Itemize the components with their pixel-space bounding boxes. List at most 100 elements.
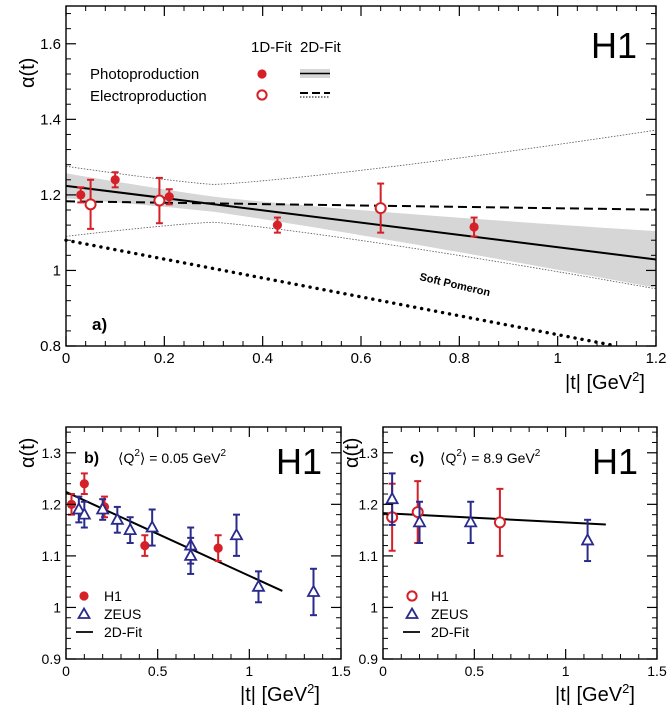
panel-a-label: a) bbox=[92, 315, 107, 334]
panel-b-title-prefix: ⟨Q bbox=[118, 450, 134, 466]
panel-b-experiment: H1 bbox=[276, 441, 322, 482]
h1-point bbox=[153, 194, 166, 207]
zeus-point bbox=[77, 506, 92, 520]
panel-c-experiment: H1 bbox=[592, 441, 638, 482]
panel-c-xlabel-base: |t| [GeV bbox=[555, 684, 623, 706]
panel-b-xlabel-close: ] bbox=[314, 684, 320, 706]
zeus-point bbox=[123, 522, 138, 536]
fit-uncertainty-band bbox=[66, 173, 656, 288]
panel-b-xlabel-exp: 2 bbox=[307, 681, 314, 696]
panel-a: 0 0.2 0.4 0.6 0.8 1 1.2 0.8 1 1.2 1.4 1.6 H1 a) 1D-… bbox=[17, 5, 666, 394]
legend-photoproduction-label: Photoproduction bbox=[90, 66, 199, 83]
zeus-point bbox=[229, 527, 244, 541]
x-tick-label: 0.5 bbox=[465, 663, 485, 679]
panel-b-title: ⟨Q2⟩ = 0.05 GeV2 bbox=[118, 448, 227, 466]
panel-c-legend-zeus-marker bbox=[404, 606, 420, 619]
panel-b-title-suffix: ⟩ = 0.05 GeV bbox=[140, 450, 221, 466]
y-tick-label: 1.1 bbox=[42, 548, 62, 564]
y-tick-label: 0.9 bbox=[359, 651, 379, 667]
x-tick-label: 0.5 bbox=[148, 663, 168, 679]
panel-b-lines bbox=[65, 491, 283, 592]
h1-point bbox=[140, 540, 150, 551]
y-tick-label: 0.9 bbox=[42, 651, 62, 667]
zeus-point bbox=[463, 514, 478, 528]
legend-electroproduction-marker bbox=[256, 89, 268, 101]
panel-c-legend-zeus-label: ZEUS bbox=[431, 606, 468, 622]
panel-a-band bbox=[65, 129, 657, 290]
zeus-point bbox=[251, 578, 266, 592]
panel-b-legend-h1-marker bbox=[79, 591, 89, 601]
h1-point bbox=[493, 516, 506, 529]
zeus-point bbox=[183, 548, 198, 561]
zeus-point bbox=[95, 501, 110, 515]
panel-b-xlabel-base: |t| [GeV bbox=[240, 684, 308, 706]
panel-a-xlabel-base: |t| [GeV bbox=[565, 372, 633, 394]
panel-b-title-unit-exp: 2 bbox=[221, 448, 227, 459]
panel-c-title-suffix: ⟩ = 8.9 GeV bbox=[462, 450, 535, 466]
panel-a-experiment: H1 bbox=[591, 25, 637, 66]
panel-c-title: ⟨Q2⟩ = 8.9 GeV2 bbox=[440, 448, 541, 466]
legend-header-2d: 2D-Fit bbox=[300, 39, 342, 56]
panel-c-xlabel-exp: 2 bbox=[622, 681, 629, 696]
y-tick-label: 1.3 bbox=[359, 445, 379, 461]
y-tick-label: 1.2 bbox=[359, 496, 379, 512]
x-tick-label: 1.5 bbox=[331, 663, 351, 679]
zeus-point bbox=[71, 501, 86, 515]
x-tick-label: 0.4 bbox=[252, 350, 273, 367]
x-tick-label: 1 bbox=[245, 663, 253, 679]
zeus-point bbox=[580, 532, 595, 546]
y-tick-label: 1.1 bbox=[359, 548, 379, 564]
panel-c-ylabel: α(t) bbox=[341, 438, 363, 468]
x-tick-label: 0.8 bbox=[449, 350, 470, 367]
y-tick-label: 1.6 bbox=[40, 36, 61, 53]
panel-c-title-exp: 2 bbox=[456, 448, 462, 459]
panel-b: 0 0.5 1 1.50.911.11.21.3 H1 b) ⟨Q2⟩ = 0.05 … bbox=[17, 426, 351, 706]
h1-point bbox=[272, 220, 283, 230]
panel-b-legend-fit-label: 2D-Fit bbox=[104, 624, 142, 640]
panel-a-ylabel: α(t) bbox=[17, 58, 39, 88]
zeus-point bbox=[145, 519, 160, 533]
panel-a-ticks: 0 0.2 0.4 0.6 0.8 1 1.2 0.8 1 1.2 1.4 1.6 bbox=[40, 6, 666, 367]
y-tick-label: 1.3 bbox=[42, 445, 62, 461]
panel-c-label: c) bbox=[410, 450, 424, 467]
panel-b-xlabel: |t| [GeV2] bbox=[240, 681, 320, 706]
panel-b-legend-h1-label: H1 bbox=[104, 588, 122, 604]
h1-point bbox=[84, 198, 97, 211]
panel-b-frame bbox=[65, 426, 342, 660]
zeus-point bbox=[412, 514, 427, 528]
panel-c-ticks: 0 0.5 1 1.5 0.9 1 1.1 1.2 1.3 bbox=[359, 427, 667, 679]
h1-point bbox=[411, 506, 424, 519]
panel-c-points bbox=[385, 472, 595, 563]
h1-point bbox=[76, 190, 86, 200]
h1-point bbox=[110, 175, 120, 185]
panel-a-points bbox=[76, 171, 479, 238]
x-tick-label: 0.2 bbox=[154, 350, 175, 367]
x-tick-label: 1.5 bbox=[647, 663, 667, 679]
panel-b-label: b) bbox=[84, 450, 99, 467]
electro-envelope-lower bbox=[65, 221, 657, 290]
x-tick-label: 0.6 bbox=[351, 350, 372, 367]
panel-c-legend-h1-marker bbox=[406, 590, 418, 602]
y-tick-label: 1 bbox=[370, 599, 378, 615]
h1-point bbox=[213, 543, 223, 553]
panel-c-title-unit-exp: 2 bbox=[535, 448, 541, 459]
panel-b-points bbox=[66, 472, 321, 617]
electro-envelope-upper bbox=[65, 129, 657, 185]
panel-c-title-prefix: ⟨Q bbox=[440, 450, 456, 466]
panel-a-xlabel-exp: 2 bbox=[632, 369, 639, 384]
panel-a-frame bbox=[65, 5, 657, 347]
x-tick-label: 1 bbox=[553, 350, 561, 367]
panel-a-xlabel: |t| [GeV2] bbox=[565, 369, 645, 394]
panel-b-title-exp: 2 bbox=[134, 448, 140, 459]
zeus-point bbox=[385, 491, 400, 505]
panel-b-ylabel: α(t) bbox=[17, 438, 39, 468]
zeus-point bbox=[306, 584, 321, 597]
panel-c-legend-h1-label: H1 bbox=[431, 588, 449, 604]
h1-point bbox=[374, 202, 387, 215]
fit-line-dotted bbox=[64, 238, 619, 348]
y-tick-label: 1.4 bbox=[40, 111, 61, 128]
y-tick-label: 1 bbox=[53, 599, 61, 615]
panel-c-xlabel-close: ] bbox=[629, 684, 635, 706]
x-tick-label: 1.2 bbox=[646, 350, 667, 367]
y-tick-label: 1.2 bbox=[40, 187, 61, 204]
